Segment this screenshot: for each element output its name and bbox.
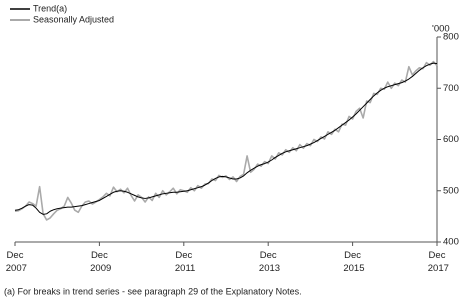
y-tick-label: 600 — [443, 134, 459, 145]
legend-label: Trend(a) — [33, 3, 67, 13]
x-tick-label: Dec 2007 — [3, 250, 27, 274]
legend-label: Seasonally Adjusted — [33, 14, 114, 24]
x-tick-label: Dec 2009 — [88, 250, 112, 274]
y-unit: '000 — [432, 24, 450, 35]
series-line — [14, 62, 438, 215]
x-tick-label: Dec 2017 — [425, 250, 449, 274]
y-tick-label: 800 — [443, 32, 459, 43]
y-tick-label: 700 — [443, 83, 459, 94]
y-tick-label: 500 — [443, 185, 459, 196]
footnote: (a) For breaks in trend series - see par… — [4, 286, 302, 296]
y-tick-label: 400 — [443, 237, 459, 248]
x-tick-label: Dec 2011 — [172, 250, 195, 274]
x-tick-label: Dec 2013 — [256, 250, 280, 274]
series-line — [14, 60, 438, 221]
x-tick-label: Dec 2015 — [341, 250, 365, 274]
